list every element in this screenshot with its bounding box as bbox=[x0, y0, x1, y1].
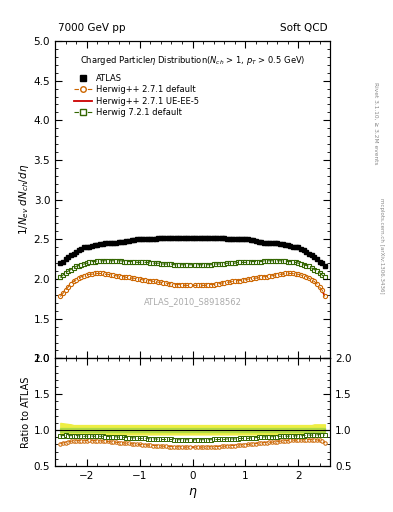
Y-axis label: Ratio to ATLAS: Ratio to ATLAS bbox=[21, 376, 31, 448]
Text: Soft QCD: Soft QCD bbox=[280, 23, 327, 33]
Text: ATLAS_2010_S8918562: ATLAS_2010_S8918562 bbox=[143, 297, 242, 306]
Legend: ATLAS, Herwig++ 2.7.1 default, Herwig++ 2.7.1 UE-EE-5, Herwig 7.2.1 default: ATLAS, Herwig++ 2.7.1 default, Herwig++ … bbox=[70, 71, 202, 121]
Text: Charged Particle$\eta$ Distribution($N_{ch}$ > 1, $p_{T}$ > 0.5 GeV): Charged Particle$\eta$ Distribution($N_{… bbox=[80, 54, 305, 67]
Text: 7000 GeV pp: 7000 GeV pp bbox=[58, 23, 125, 33]
X-axis label: $\eta$: $\eta$ bbox=[188, 486, 197, 500]
Y-axis label: $1/N_{ev}\;dN_{ch}/d\eta$: $1/N_{ev}\;dN_{ch}/d\eta$ bbox=[17, 164, 31, 236]
Text: mcplots.cern.ch [arXiv:1306.3436]: mcplots.cern.ch [arXiv:1306.3436] bbox=[379, 198, 384, 293]
Text: Rivet 3.1.10, ≥ 3.2M events: Rivet 3.1.10, ≥ 3.2M events bbox=[373, 81, 378, 164]
